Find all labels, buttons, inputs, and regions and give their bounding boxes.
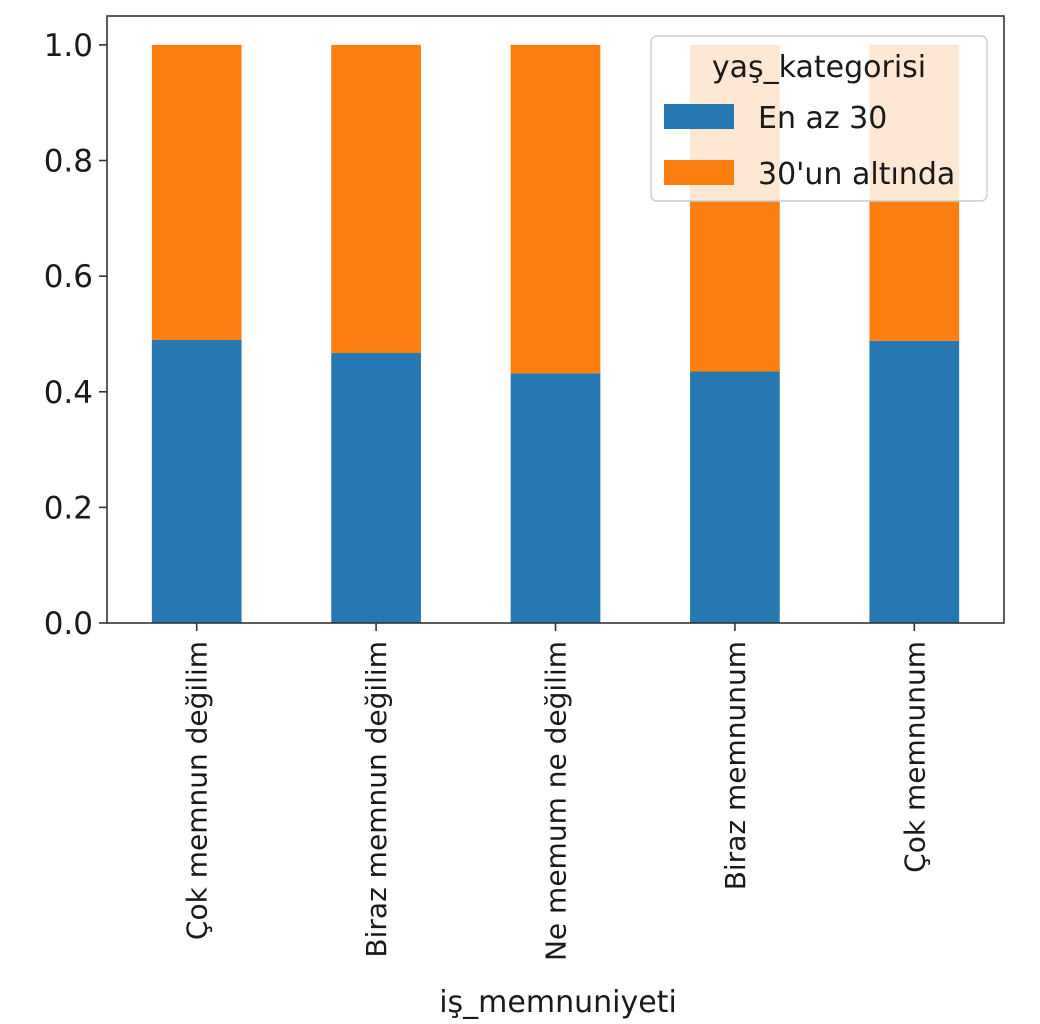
legend-title: yaş_kategorisi xyxy=(712,50,926,85)
bar-en-az-30-3 xyxy=(510,373,601,623)
bar-en-az-30-1 xyxy=(151,339,242,623)
y-tick-label: 0.0 xyxy=(44,606,93,642)
y-tick-label: 0.4 xyxy=(44,375,93,411)
x-tick-label: Ne memum ne değilim xyxy=(540,641,573,961)
legend-swatch-1 xyxy=(664,104,734,129)
y-tick-label: 0.2 xyxy=(44,490,93,526)
legend: yaş_kategorisi En az 30 30'un altında xyxy=(650,35,988,202)
legend-label-1: En az 30 xyxy=(758,101,887,136)
bar-en-az-30-4 xyxy=(690,371,780,623)
bars-group xyxy=(151,44,960,623)
legend-swatch-2 xyxy=(664,160,734,185)
x-tick-label: Biraz memnunum xyxy=(719,641,752,890)
x-axis: Çok memnun değilim Biraz memnun değilim Ne… xyxy=(181,623,931,961)
y-axis: 0.0 0.2 0.4 0.6 0.8 1.0 xyxy=(44,28,107,642)
y-tick-label: 1.0 xyxy=(44,28,93,64)
y-tick-label: 0.8 xyxy=(44,144,93,180)
bar-30un-altinda-2 xyxy=(331,44,421,354)
bar-en-az-30-5 xyxy=(869,340,960,623)
x-tick-label: Biraz memnun değilim xyxy=(360,641,393,958)
x-axis-label: iş_memnuniyeti xyxy=(439,985,677,1020)
x-tick-label: Çok memnunum xyxy=(898,641,931,873)
bar-30un-altinda-3 xyxy=(510,44,601,374)
legend-box xyxy=(650,35,988,202)
y-tick-label: 0.6 xyxy=(44,259,93,295)
bar-30un-altinda-1 xyxy=(151,44,242,340)
bar-en-az-30-2 xyxy=(331,353,421,623)
legend-label-2: 30'un altında xyxy=(758,157,955,192)
x-tick-label: Çok memnun değilim xyxy=(181,641,214,940)
